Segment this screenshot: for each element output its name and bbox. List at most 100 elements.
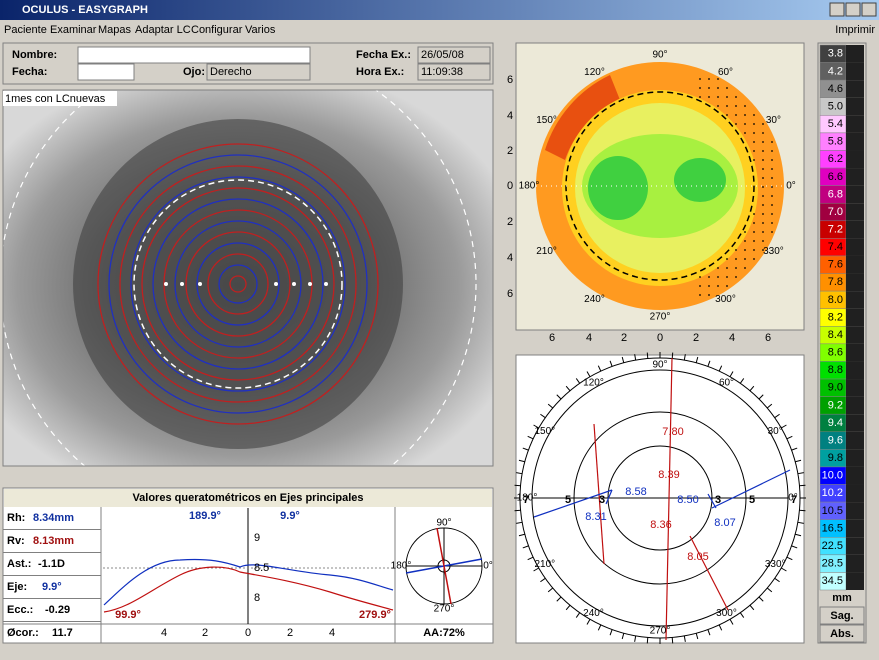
field-label: Ecc.: [7, 604, 33, 616]
angle-label: 150° [536, 115, 557, 126]
image-label: 1mes con LCnuevas [5, 93, 106, 105]
dot [699, 285, 701, 287]
menu-item[interactable]: Mapas [98, 24, 132, 36]
dot [771, 231, 773, 233]
angle-label: 90° [652, 50, 667, 61]
label: Nombre: [12, 49, 57, 61]
degree-tick [540, 413, 546, 419]
scale-button[interactable] [819, 624, 865, 643]
dot [762, 231, 764, 233]
print-menu[interactable]: Imprimir [835, 24, 875, 36]
scale-swatch [846, 466, 864, 485]
scale-label: 4.6 [828, 83, 843, 95]
dot [735, 105, 737, 107]
degree-tick [597, 624, 602, 631]
axis-line [605, 489, 613, 505]
degree-tick [575, 612, 581, 618]
eye-image [3, 90, 493, 466]
field-value: 8.13mm [33, 535, 74, 547]
exam-time-field [417, 63, 491, 81]
scale-button[interactable] [819, 606, 865, 625]
axis-label: 99.9° [115, 609, 141, 621]
dot [762, 123, 764, 125]
scale-label: 16.5 [822, 522, 843, 534]
name-field[interactable] [77, 46, 311, 64]
x-tick-label: 4 [161, 627, 167, 639]
scale-button-label[interactable]: Sag. [830, 610, 853, 622]
degree-tick [786, 556, 793, 561]
dot [753, 132, 755, 134]
dot [699, 78, 701, 80]
menu-item[interactable]: Configurar [191, 24, 243, 36]
dot [762, 195, 764, 197]
degree-tick [683, 635, 686, 642]
x-tick-label: 6 [549, 332, 555, 344]
x-tick-label: 4 [329, 627, 335, 639]
field-label: Rh: [7, 512, 25, 524]
reading: 8.58 [625, 486, 646, 498]
scale-swatch [846, 238, 864, 256]
angle-label: 90° [652, 360, 667, 371]
degree-tick [540, 577, 546, 583]
degree-tick [634, 354, 637, 361]
degree-tick [565, 604, 571, 611]
scale-label: 9.4 [828, 417, 843, 429]
scale-swatch [846, 484, 864, 503]
reflex-dot [324, 282, 328, 286]
menu-item[interactable]: Paciente [4, 24, 47, 36]
dot [771, 195, 773, 197]
degree-tick [556, 596, 562, 602]
date-field[interactable] [77, 63, 135, 81]
dot [744, 267, 746, 269]
angle-label: 300° [715, 294, 736, 305]
scale-label: 8.2 [828, 311, 843, 323]
menu-item[interactable]: Adaptar LC [135, 24, 191, 36]
dot [744, 240, 746, 242]
dot [699, 276, 701, 278]
dot [708, 78, 710, 80]
x-tick-label: 6 [765, 332, 771, 344]
y-tick-label: 6 [507, 288, 513, 300]
x-tick-label: 0 [657, 332, 663, 344]
degree-tick [758, 596, 764, 602]
ring-label: 3 [599, 494, 605, 506]
degree-tick [695, 356, 699, 363]
scale-label: 10.0 [822, 470, 843, 482]
menu-item[interactable]: Examinar [50, 24, 97, 36]
dot [726, 96, 728, 98]
dot [762, 141, 764, 143]
menu-item[interactable]: Varios [245, 24, 276, 36]
scale-label: 8.6 [828, 347, 843, 359]
dot [771, 150, 773, 152]
x-tick-label: 4 [586, 332, 592, 344]
scale-label: 8.4 [828, 329, 843, 341]
compass-label: 180° [391, 561, 412, 572]
angle-label: 120° [584, 67, 605, 78]
degree-tick [597, 365, 602, 372]
angle-label: 240° [584, 294, 605, 305]
ring-label: 5 [749, 494, 755, 506]
placido-ring [218, 264, 258, 304]
angle-label: 210° [536, 246, 557, 257]
degree-tick [514, 509, 521, 512]
dot [717, 96, 719, 98]
scale-label: 8.0 [828, 294, 843, 306]
degree-tick [621, 633, 625, 640]
degree-tick [586, 618, 591, 625]
window-controls[interactable] [829, 2, 877, 17]
degree-tick [791, 447, 798, 451]
exam-date-field [417, 46, 491, 64]
scale-swatch [846, 220, 864, 239]
aa-label: AA:72% [423, 627, 465, 639]
dot [771, 141, 773, 143]
scale-button-label[interactable]: Abs. [830, 628, 854, 640]
degree-tick [780, 424, 787, 429]
scale-label: 4.2 [828, 65, 843, 77]
reading: 8.39 [658, 469, 679, 481]
y-tick-label: 9 [254, 532, 260, 544]
scale-swatch [846, 449, 864, 467]
dot [762, 132, 764, 134]
dot [699, 87, 701, 89]
x-tick-label: 2 [693, 332, 699, 344]
